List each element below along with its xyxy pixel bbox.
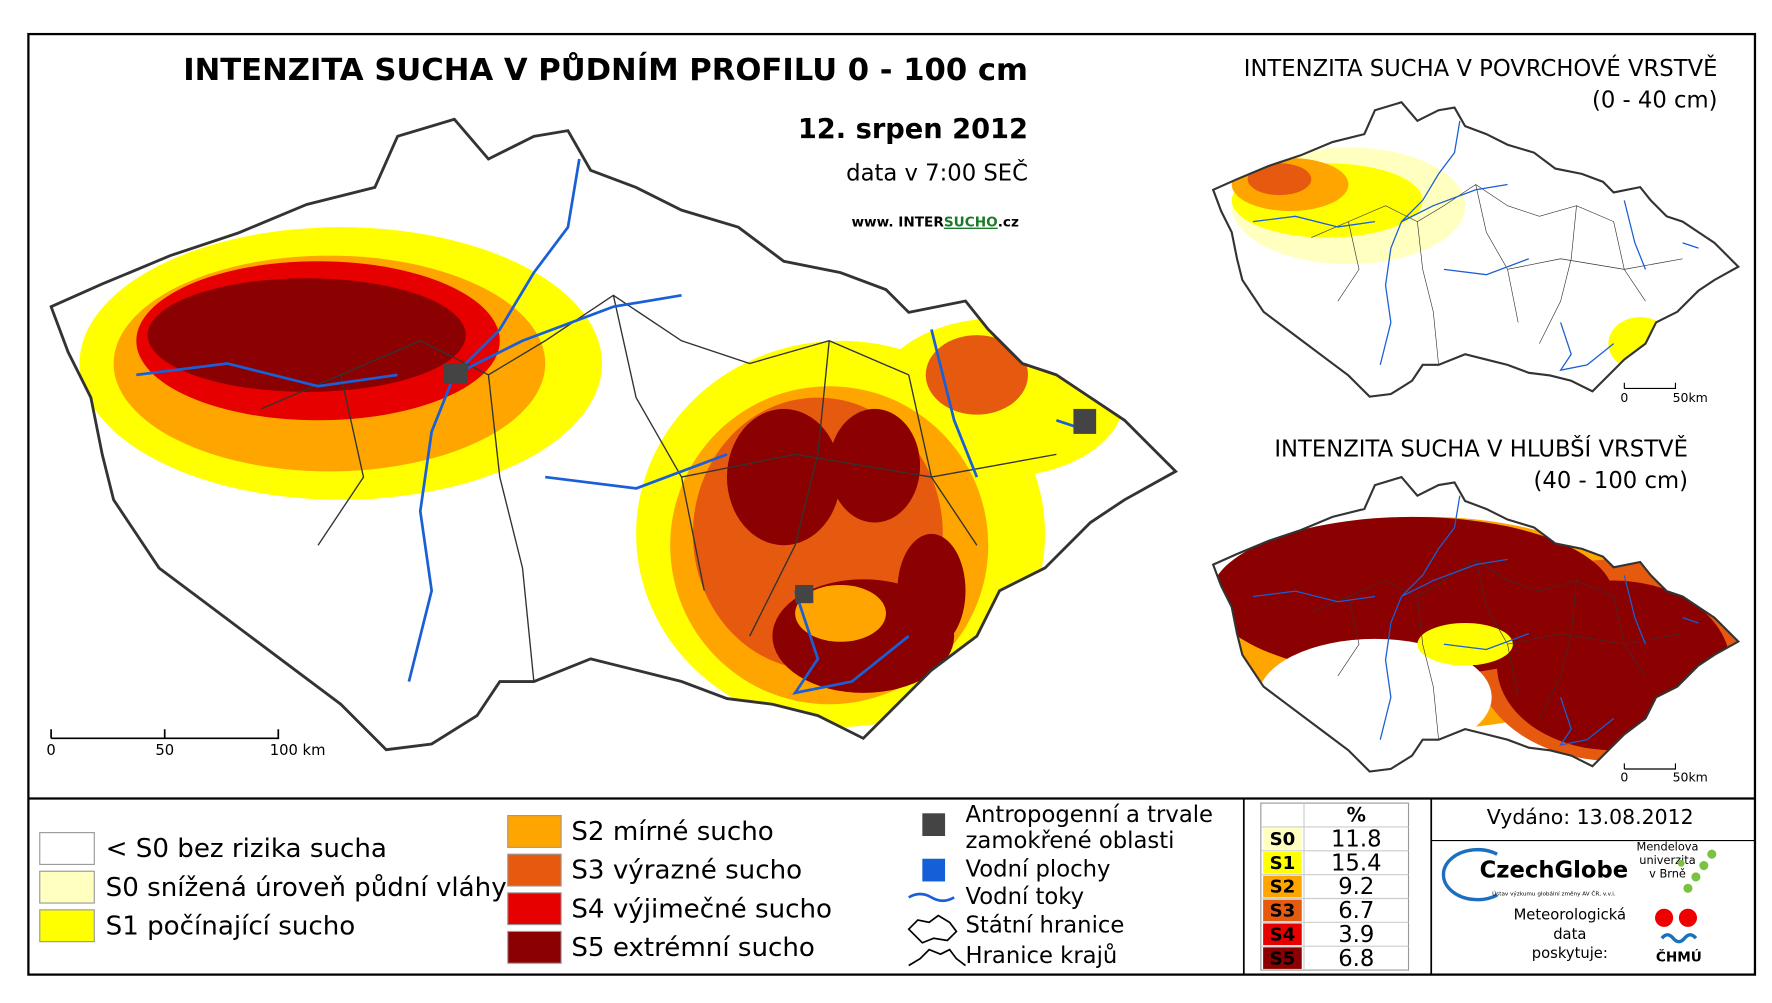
website-part: SUCHO	[944, 215, 998, 231]
class-name: S5	[1270, 948, 1296, 969]
scale-bar	[1623, 763, 1677, 770]
class-cell	[1263, 851, 1302, 874]
provider: Meteorologická	[1514, 907, 1626, 924]
legend-label: S0 snížená úroveň půdní vláhy	[106, 873, 507, 903]
scale-label: 0	[46, 742, 55, 759]
scale-label: 0	[1620, 390, 1628, 405]
logo-chmu-icon	[1655, 908, 1698, 944]
inset-title: INTENZITA SUCHA V HLUBŠÍ VRSTVĚ	[1274, 434, 1688, 462]
scale-label: 100 km	[270, 742, 326, 759]
legend-label: zamokřené oblasti	[966, 828, 1175, 854]
table-header: %	[1347, 804, 1366, 827]
class-name: S4	[1270, 924, 1296, 945]
percent-value: 11.8	[1331, 826, 1382, 852]
legend-label: S2 mírné sucho	[571, 817, 773, 847]
logo-mendel: v Brně	[1649, 867, 1686, 881]
class-name: S3	[1270, 901, 1296, 922]
legend-swatch	[507, 930, 562, 964]
website-part: www. INTER	[851, 215, 944, 231]
issued-date: Vydáno: 13.08.2012	[1487, 805, 1694, 829]
percent-value: 3.9	[1338, 922, 1374, 948]
inset-subtitle: (0 - 40 cm)	[1592, 88, 1718, 114]
scale-bar	[1623, 382, 1677, 390]
main-map	[49, 117, 1178, 752]
logo-dots	[1677, 849, 1717, 893]
logo-czechglobe-sub: Ústav výzkumu globální změny AV ČR, v.v.…	[1492, 890, 1616, 897]
legend-swatch	[39, 832, 95, 865]
inset-title: INTENZITA SUCHA V POVRCHOVÉ VRSTVĚ	[1244, 54, 1718, 82]
legend-label: Antropogenní a trvale	[966, 802, 1214, 828]
legend-label: S4 výjimečné sucho	[571, 894, 832, 924]
legend-label: Vodní toky	[966, 884, 1085, 910]
class-name: S0	[1270, 829, 1296, 850]
legend-swatch	[39, 909, 95, 943]
class-name: S1	[1270, 853, 1296, 874]
provider: poskytuje:	[1532, 945, 1608, 962]
percent-value: 6.7	[1338, 898, 1374, 924]
class-cell	[1263, 875, 1302, 898]
website-part: .cz	[998, 215, 1019, 231]
legend-swatch	[507, 853, 562, 887]
percent-value: 15.4	[1331, 850, 1382, 876]
date: 12. srpen 2012	[798, 114, 1028, 145]
legend-label: S3 výrazné sucho	[571, 856, 802, 886]
scale-label: 50km	[1673, 770, 1708, 785]
legend-label: S1 počínající sucho	[106, 911, 356, 941]
scale-label: 0	[1620, 770, 1628, 785]
table-border	[1260, 802, 1410, 971]
percent-value: 9.2	[1338, 874, 1374, 900]
legend-label: < S0 bez rizika sucha	[106, 834, 387, 864]
scale-label: 50	[155, 742, 174, 759]
class-cell	[1263, 899, 1302, 922]
logo-arc	[1441, 847, 1498, 902]
legend-label: Vodní plochy	[966, 857, 1111, 883]
logo-chmu: ČHMÚ	[1656, 948, 1702, 966]
class-cell	[1263, 923, 1302, 946]
legend-label: Hranice krajů	[966, 942, 1118, 969]
percent-value: 6.8	[1338, 946, 1374, 972]
logo-czechglobe: CzechGlobe	[1480, 858, 1629, 884]
main-title: INTENZITA SUCHA V PŮDNÍM PROFILU 0 - 100…	[183, 51, 1028, 88]
logo-mendel: univerzita	[1639, 853, 1695, 867]
logo-mendel: Mendelova	[1637, 839, 1699, 853]
class-legend: < S0 bez rizika sucha S0 snížená úroveň p…	[39, 815, 832, 964]
legend-swatch	[507, 892, 562, 926]
time: data v 7:00 SEČ	[846, 158, 1028, 186]
class-name: S2	[1270, 877, 1296, 898]
scale-label: 50km	[1673, 390, 1708, 405]
legend-label: Státní hranice	[966, 912, 1125, 938]
legend-swatch	[507, 815, 562, 848]
inset-subtitle: (40 - 100 cm)	[1534, 468, 1688, 494]
provider: data	[1553, 926, 1586, 943]
symbol-legend: Antropogenní a trvale zamokřené oblasti …	[907, 802, 1214, 969]
stats-table: % S0 11.8 S1 15.4 S2 9.2 S3 6.7 S4 3.9 S5 6.8	[1260, 802, 1410, 972]
class-cell	[1263, 947, 1302, 969]
legend-swatch	[39, 870, 95, 904]
legend-label: S5 extrémní sucho	[571, 933, 815, 963]
website: www. INTERSUCHO.cz	[851, 215, 1019, 231]
class-cell	[1263, 828, 1302, 850]
